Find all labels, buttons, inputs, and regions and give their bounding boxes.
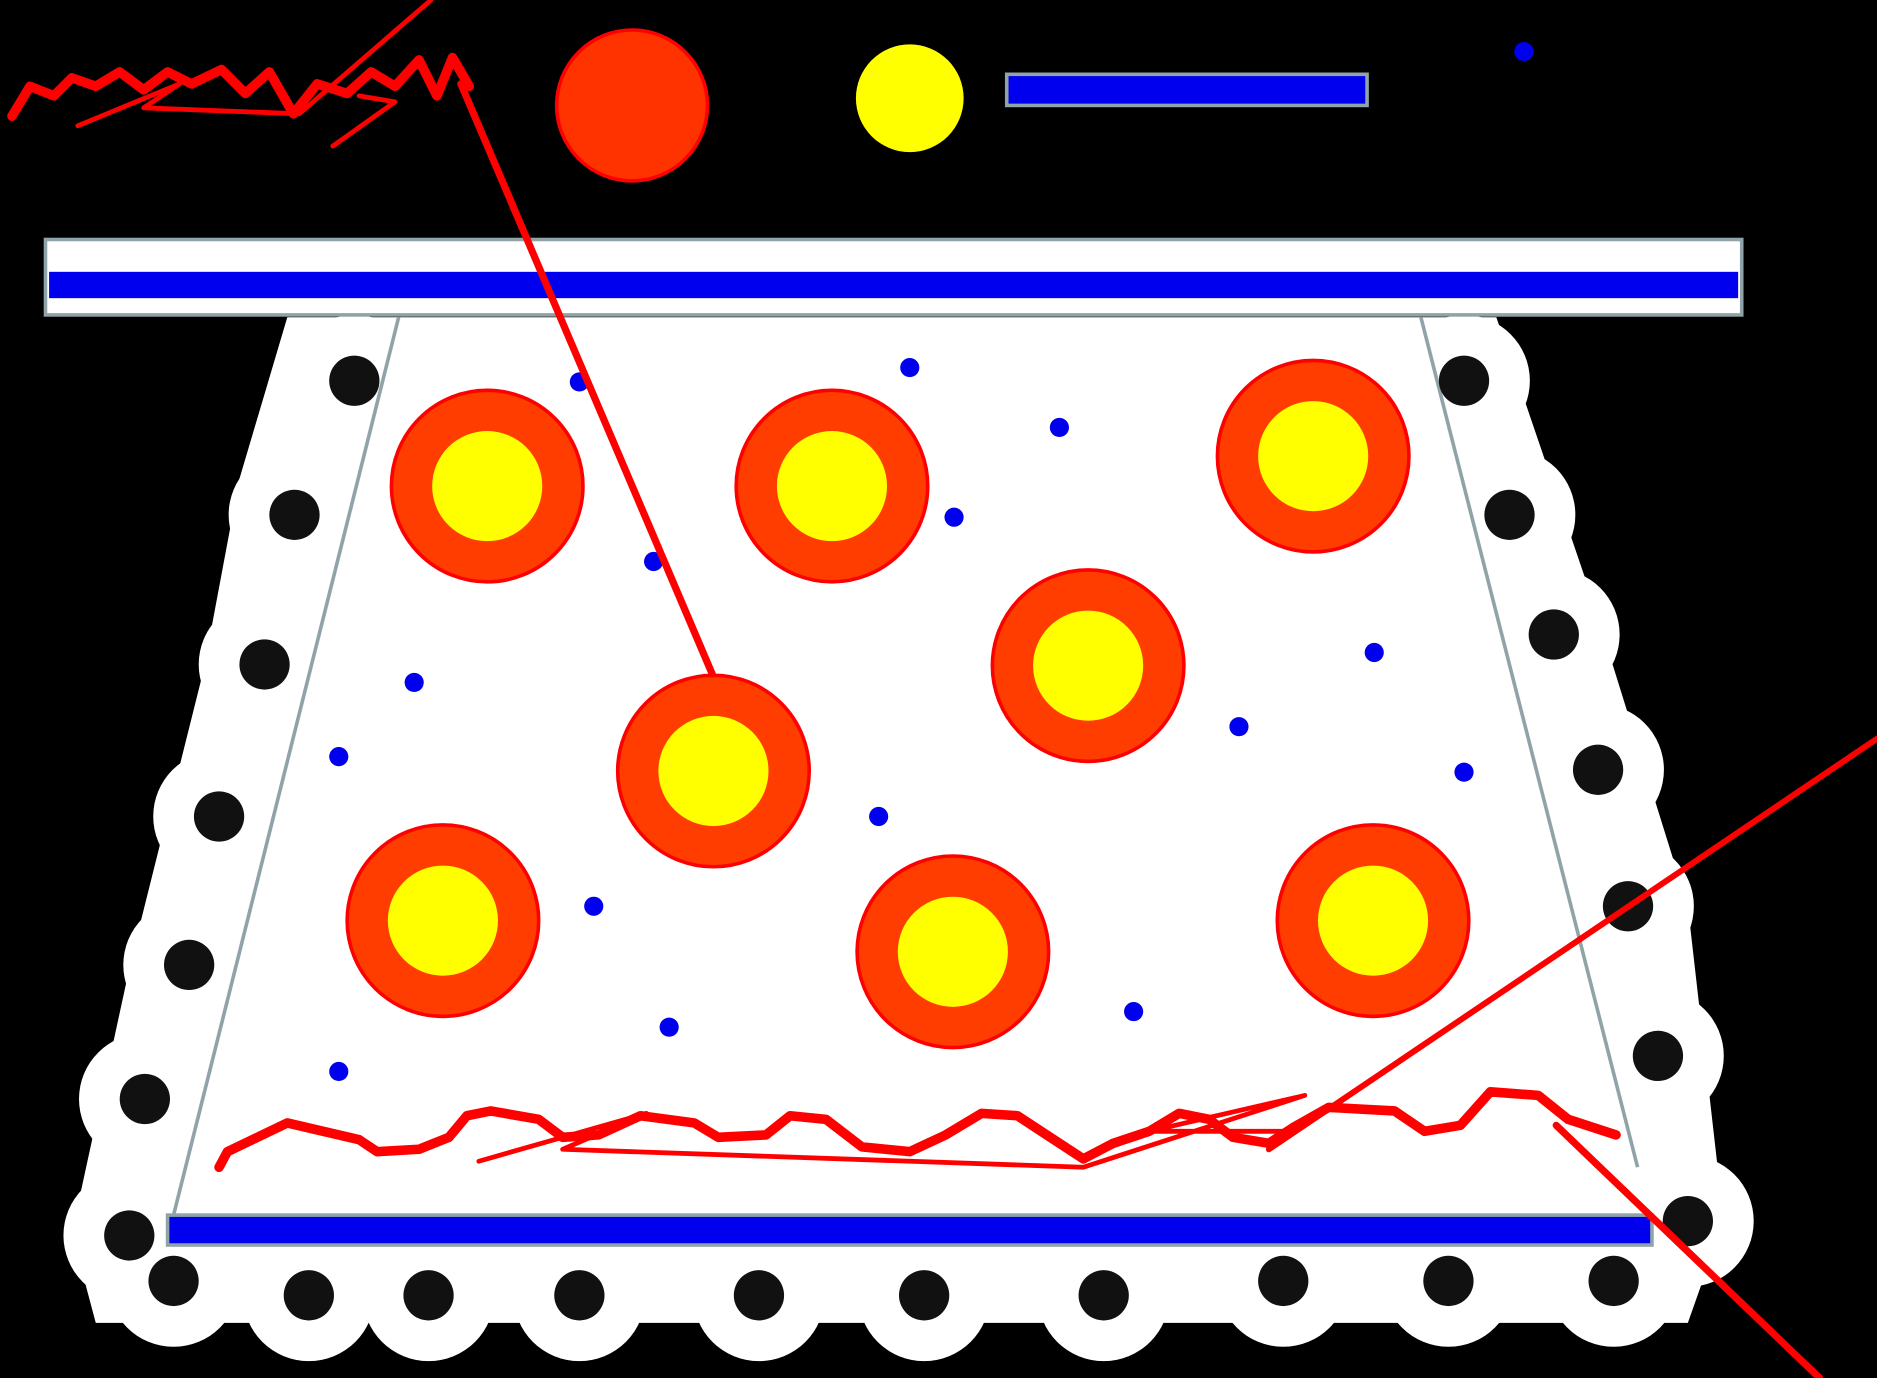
- ray-2: [1265, 735, 1877, 1153]
- black-dot: [1572, 744, 1624, 795]
- black-dot: [1662, 1195, 1714, 1247]
- zigzag-bottom: [476, 1093, 1308, 1170]
- particle-core: [432, 431, 543, 542]
- top-plate-blue: [49, 271, 1739, 299]
- blue-dot: [1229, 717, 1249, 737]
- blue-dot: [404, 672, 424, 692]
- ray-1: [457, 80, 716, 678]
- black-dot: [148, 1255, 199, 1307]
- particle-core: [897, 896, 1008, 1007]
- black-dot: [403, 1270, 454, 1321]
- black-dot: [329, 355, 380, 406]
- yellow-particle: [855, 44, 964, 153]
- black-dot: [733, 1270, 785, 1321]
- black-dot: [283, 1270, 334, 1321]
- black-dot: [898, 1270, 950, 1321]
- orange-particle: [554, 28, 710, 183]
- particle-core: [776, 431, 888, 542]
- black-dot: [1528, 609, 1579, 660]
- rays: [7, 0, 1877, 1378]
- blue-dot: [659, 1017, 679, 1037]
- blue-dot: [1454, 762, 1474, 782]
- black-dots: [104, 355, 1714, 1321]
- black-dot: [193, 791, 245, 842]
- black-dot: [1258, 1255, 1309, 1307]
- wave-bottom: [214, 1087, 1621, 1173]
- black-dot: [269, 489, 320, 540]
- cloud-bumps: [63, 314, 1754, 1362]
- black-dot: [1423, 1255, 1474, 1307]
- black-dot: [163, 939, 215, 991]
- black-dot: [554, 1270, 605, 1321]
- blue-dot: [1364, 642, 1384, 663]
- blue-bar: [1004, 72, 1369, 108]
- black-dot: [1078, 1270, 1129, 1321]
- blue-dot: [869, 806, 889, 827]
- particle-core: [1033, 610, 1144, 721]
- particle-core: [1258, 401, 1369, 512]
- ray-3: [1552, 1121, 1824, 1378]
- blue-dot: [329, 1061, 349, 1082]
- blue-dot: [1124, 1002, 1144, 1022]
- zigzag-top-2: [330, 93, 398, 149]
- black-dot: [1438, 355, 1490, 406]
- black-dot: [239, 639, 290, 690]
- particle-core: [1317, 865, 1429, 976]
- black-dot: [119, 1073, 170, 1125]
- wave-top: [7, 52, 475, 121]
- black-dot: [1588, 1255, 1639, 1307]
- particle-core: [387, 865, 498, 976]
- small-blue-dot: [1514, 41, 1534, 62]
- blue-dots: [329, 358, 1474, 1082]
- blue-dot: [1049, 417, 1069, 438]
- blue-dot: [329, 747, 349, 767]
- wall-left: [171, 316, 401, 1216]
- black-dot: [104, 1210, 155, 1261]
- black-dot: [1632, 1030, 1684, 1082]
- zigzag-top: [75, 0, 434, 129]
- particles: [345, 358, 1471, 1050]
- particle-core: [658, 715, 769, 827]
- bottom-plate: [165, 1213, 1654, 1247]
- black-dot: [1484, 489, 1535, 540]
- blue-dot: [944, 507, 964, 527]
- wall-right: [1419, 316, 1640, 1168]
- blue-dot: [584, 896, 604, 916]
- blue-dot: [900, 358, 920, 378]
